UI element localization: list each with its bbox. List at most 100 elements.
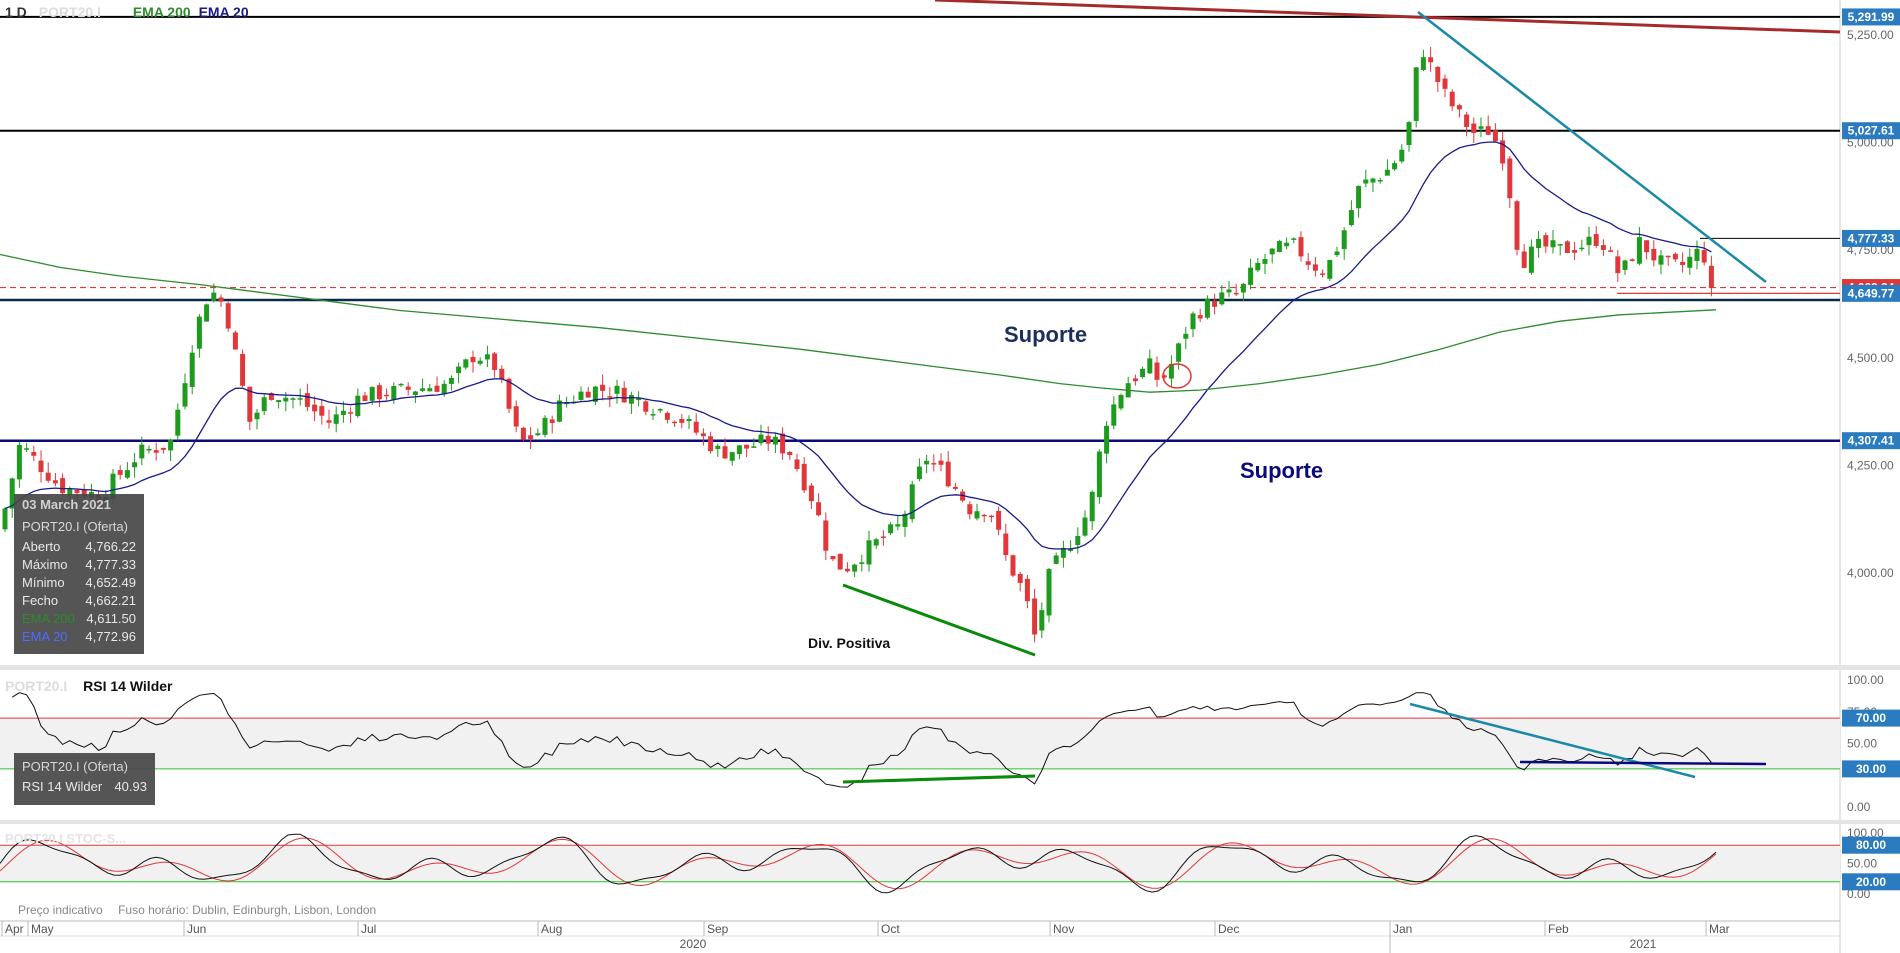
candle-body (499, 368, 505, 380)
candle-body (1276, 241, 1282, 253)
candle-body (729, 452, 735, 461)
candle-body (952, 486, 958, 489)
candle-body (1305, 261, 1311, 265)
rsi-tick-label: 100.00 (1847, 673, 1884, 687)
candle-body (794, 459, 800, 470)
candle-body (1089, 491, 1095, 522)
candle-body (744, 444, 750, 449)
tooltip-key: Máximo (22, 557, 68, 572)
candle-body (931, 463, 937, 465)
candle-body (1240, 283, 1246, 293)
year-label: 2021 (1630, 937, 1657, 951)
panel-divider (0, 820, 1900, 824)
candle-body (1629, 259, 1635, 261)
candle-body (1478, 126, 1484, 129)
candle-body (938, 460, 944, 465)
candle-body (1068, 548, 1074, 551)
candle-body (9, 478, 15, 509)
rsi-support-line (1519, 760, 1767, 766)
candle-body (801, 463, 807, 491)
candle-body (348, 412, 354, 414)
stoch-tick-label: 100.00 (1847, 826, 1884, 840)
tooltip-date: 03 March 2021 (22, 497, 111, 512)
price-box (1842, 432, 1900, 450)
candle-body (463, 359, 469, 368)
candle-body (535, 433, 541, 436)
candle-body (916, 466, 922, 480)
ema200-legend: EMA 200 (132, 4, 191, 20)
candle-body (1600, 245, 1606, 250)
candle-body (636, 398, 642, 401)
candle-body (1226, 289, 1232, 293)
candle-body (1449, 91, 1455, 107)
candle-body (578, 391, 584, 400)
month-label: Jan (1393, 922, 1412, 936)
rsi-tooltip: PORT20.I (Oferta) RSI 14 Wilder 40.93 (14, 753, 155, 805)
candle-body (232, 332, 238, 350)
candle-body (290, 398, 296, 400)
candle-body (708, 436, 714, 452)
candle-body (1053, 555, 1059, 564)
candle-body (1096, 451, 1102, 498)
candle-body (1003, 533, 1009, 556)
candle-body (679, 418, 685, 423)
tooltip-value: 4,611.50 (86, 611, 136, 626)
candle-body (600, 384, 606, 391)
price-box (1842, 284, 1900, 302)
rsi-tick-label: 50.00 (1847, 737, 1877, 751)
tooltip-key: EMA 200 (22, 611, 75, 626)
stoch-d-line (0, 837, 1717, 890)
month-label: Mar (1709, 922, 1730, 936)
candle-body (1320, 273, 1326, 275)
price-tick-label: 5,250.00 (1847, 28, 1894, 42)
candle-body (1636, 237, 1642, 264)
rsi-level-label: 70.00 (1856, 711, 1886, 725)
candle-body (1471, 123, 1477, 133)
tooltip-value: 4,652.49 (85, 575, 136, 590)
candle-body (1579, 247, 1585, 250)
candle-body (427, 388, 433, 392)
candle-body (1147, 358, 1153, 374)
candle-body (1550, 240, 1556, 248)
candle-body (117, 470, 123, 475)
candle-body (549, 419, 555, 423)
candle-body (988, 515, 994, 518)
candle-body (657, 409, 663, 411)
rsi-level-box (1842, 709, 1900, 727)
candle-body (1557, 244, 1563, 246)
candle-body (124, 470, 130, 478)
candle-body (1456, 105, 1462, 110)
candle-body (398, 383, 404, 386)
candle-body (160, 447, 166, 450)
candle-body (1341, 230, 1347, 250)
candle-body (384, 394, 390, 397)
candle-body (276, 400, 282, 403)
candle-body (391, 386, 397, 400)
candle-body (844, 568, 850, 572)
candle-body (1593, 234, 1599, 246)
candle-body (672, 421, 678, 424)
candle-body (448, 377, 454, 384)
candle-body (175, 409, 181, 436)
candle-body (376, 385, 382, 400)
candle-body (1233, 292, 1239, 295)
month-label: May (31, 922, 54, 936)
candle-body (369, 386, 375, 401)
tooltip-key: Mínimo (22, 575, 65, 590)
highlight-circle (1162, 363, 1192, 389)
candle-body (830, 556, 836, 560)
candle-body (67, 488, 73, 495)
rsi-name: RSI 14 Wilder (83, 678, 173, 694)
symbol-label: PORT20.I (38, 4, 101, 20)
candle-body (1262, 259, 1268, 264)
candle-body (31, 451, 37, 456)
price-box-label: 4,649.77 (1848, 286, 1895, 300)
candle-body (866, 540, 872, 565)
candle-body (196, 316, 202, 349)
candle-body (1492, 130, 1498, 142)
candle-body (1377, 179, 1383, 182)
candle-body (1507, 158, 1513, 199)
candle-body (52, 480, 58, 484)
candle-body (780, 433, 786, 454)
